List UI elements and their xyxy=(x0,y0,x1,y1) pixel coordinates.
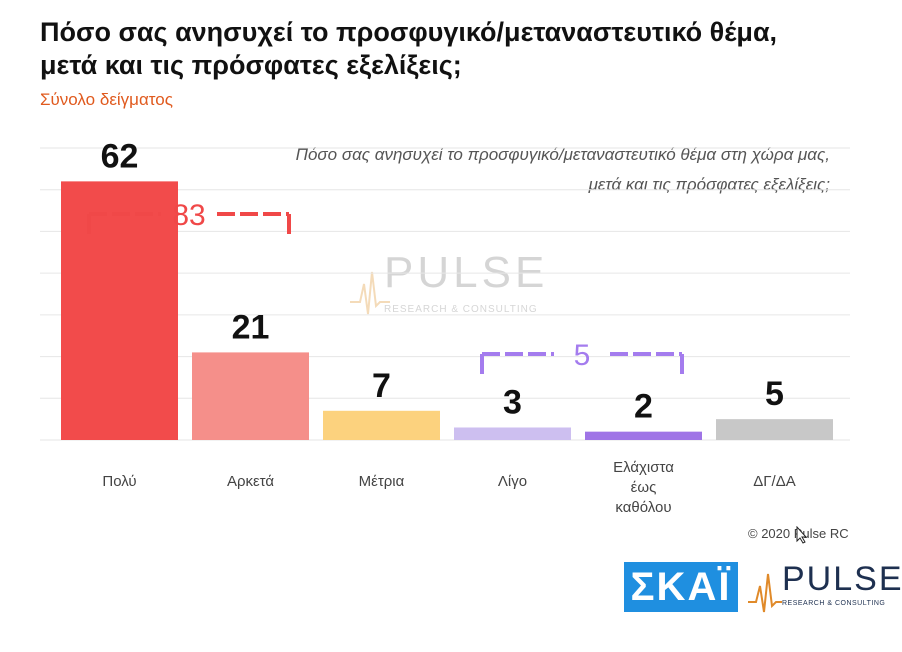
value-label-5: 2 xyxy=(634,388,653,426)
bar-2 xyxy=(192,352,309,440)
value-label-6: 5 xyxy=(765,375,784,413)
category-label-5-line-1: Ελάχιστα xyxy=(613,459,674,476)
value-label-2: 21 xyxy=(232,308,270,346)
category-label-2-line-1: Αρκετά xyxy=(227,473,274,490)
watermark-sub: RESEARCH & CONSULTING xyxy=(384,304,538,315)
bracket-label-2: 5 xyxy=(574,339,591,372)
pulse-logo-sub: RESEARCH & CONSULTING xyxy=(782,600,886,607)
bracket-label-1: 83 xyxy=(172,199,205,232)
category-label-5-line-2: έως xyxy=(631,479,657,496)
pulse-wave-icon xyxy=(350,271,390,315)
category-label-5-line-3: καθόλου xyxy=(615,499,671,516)
bar-3 xyxy=(323,410,440,440)
mouse-cursor-icon xyxy=(796,526,808,544)
bar-6 xyxy=(716,419,833,440)
pulse-logo: PULSE RESEARCH & CONSULTING xyxy=(748,560,902,616)
question-line-1: Πόσο σας ανησυχεί το προσφυγικό/μεταναστ… xyxy=(295,145,830,164)
bar-1 xyxy=(61,181,178,440)
value-label-3: 7 xyxy=(372,367,391,405)
pulse-watermark: PULSE RESEARCH & CONSULTING xyxy=(350,248,570,328)
category-label-3-line-1: Μέτρια xyxy=(359,473,405,490)
value-label-4: 3 xyxy=(503,383,522,421)
pulse-logo-word: PULSE xyxy=(782,560,902,598)
category-label-4-line-1: Λίγο xyxy=(498,473,527,490)
watermark-word: PULSE xyxy=(384,248,549,297)
chart-title: Πόσο σας ανησυχεί το προσφυγικό/μεταναστ… xyxy=(40,17,778,80)
chart-subtitle: Σύνολο δείγματος xyxy=(40,90,173,109)
value-label-1: 62 xyxy=(101,137,139,175)
category-label-6-line-1: ΔΓ/ΔΑ xyxy=(753,473,795,490)
category-label-1-line-1: Πολύ xyxy=(102,473,136,490)
bar-4 xyxy=(454,427,571,440)
pulse-logo-wave-icon xyxy=(748,573,782,613)
skai-logo: ΣΚΑΪ xyxy=(624,562,738,612)
bar-5 xyxy=(585,431,702,440)
